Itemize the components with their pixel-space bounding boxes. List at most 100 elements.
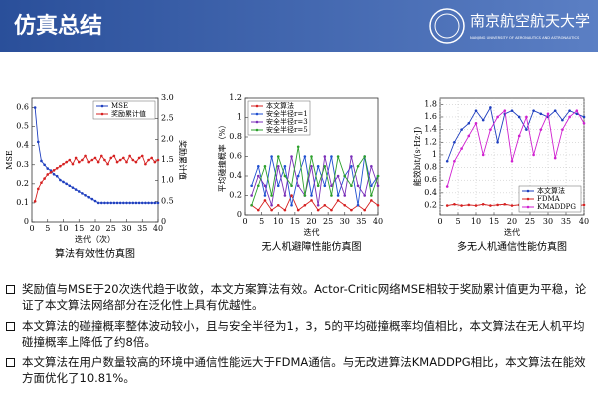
point bbox=[546, 112, 550, 116]
point bbox=[276, 184, 280, 188]
point bbox=[59, 178, 62, 182]
point bbox=[370, 199, 373, 202]
x-tick-label: 5 bbox=[45, 224, 50, 233]
point bbox=[481, 202, 485, 206]
series-line bbox=[251, 156, 379, 206]
point bbox=[575, 109, 579, 112]
y-tick-label: 0 bbox=[24, 217, 29, 226]
point bbox=[93, 199, 97, 203]
series-line bbox=[251, 156, 379, 206]
series-line bbox=[446, 106, 585, 162]
point bbox=[62, 180, 65, 184]
y-tick-label: 1.2 bbox=[424, 137, 437, 146]
x-tick-label: 15 bbox=[489, 217, 499, 226]
point bbox=[532, 109, 535, 112]
x-axis-label: 迭代 bbox=[504, 227, 520, 237]
x-tick-label: 35 bbox=[137, 224, 147, 233]
point bbox=[582, 115, 586, 119]
point bbox=[71, 162, 75, 166]
point bbox=[316, 203, 320, 207]
point bbox=[52, 173, 56, 176]
point bbox=[330, 208, 333, 212]
point bbox=[257, 174, 260, 178]
y-tick-label: 0.1 bbox=[16, 198, 29, 207]
point bbox=[481, 153, 485, 157]
point bbox=[474, 204, 478, 207]
point bbox=[276, 164, 280, 168]
x-tick-label: 10 bbox=[273, 217, 283, 226]
point bbox=[363, 208, 367, 212]
x-tick-label: 10 bbox=[471, 217, 481, 226]
point bbox=[115, 201, 119, 205]
point bbox=[283, 208, 287, 212]
legend-marker bbox=[255, 120, 259, 124]
point bbox=[376, 203, 380, 207]
point bbox=[539, 112, 543, 116]
point bbox=[525, 128, 528, 131]
legend-label: 本文算法 bbox=[537, 186, 565, 195]
point bbox=[525, 115, 528, 119]
point bbox=[153, 160, 157, 164]
point bbox=[283, 174, 287, 178]
point bbox=[52, 169, 56, 172]
point bbox=[128, 154, 131, 158]
x-tick-label: 35 bbox=[561, 217, 571, 226]
point bbox=[453, 202, 456, 206]
point bbox=[115, 160, 119, 164]
point bbox=[510, 109, 514, 112]
point bbox=[263, 194, 267, 197]
point bbox=[96, 160, 100, 164]
point bbox=[250, 184, 253, 188]
legend-label: MSE bbox=[111, 102, 128, 110]
y-tick-label: 0.2 bbox=[424, 201, 437, 210]
point bbox=[74, 156, 78, 160]
y-tick-label: 1.8 bbox=[424, 99, 437, 108]
y2-tick-label: 0 bbox=[161, 217, 166, 226]
point bbox=[140, 154, 144, 158]
bullet-icon bbox=[6, 322, 15, 331]
y2-tick-label: 2.5 bbox=[161, 114, 174, 123]
y-tick-label: 0 bbox=[237, 210, 242, 219]
point bbox=[134, 201, 138, 205]
point bbox=[103, 201, 106, 205]
point bbox=[481, 118, 485, 122]
point bbox=[150, 201, 153, 205]
point bbox=[510, 204, 514, 207]
y-tick-label: 0.3 bbox=[16, 160, 29, 169]
point bbox=[71, 186, 75, 189]
legend-label: 安全半径r=3 bbox=[266, 117, 308, 126]
x-tick-label: 0 bbox=[242, 217, 247, 226]
point bbox=[263, 184, 267, 188]
y-tick-label: 0.5 bbox=[16, 122, 29, 131]
point bbox=[561, 118, 564, 122]
point bbox=[125, 160, 128, 164]
point bbox=[100, 154, 103, 158]
point bbox=[43, 163, 46, 167]
point bbox=[376, 184, 380, 188]
y-tick-label: 1.2 bbox=[229, 93, 242, 102]
point bbox=[323, 184, 327, 188]
point bbox=[370, 184, 373, 188]
point bbox=[283, 164, 287, 168]
point bbox=[43, 177, 46, 180]
point bbox=[582, 121, 586, 125]
point bbox=[131, 158, 135, 162]
point bbox=[296, 184, 300, 188]
y2-tick-label: 2.0 bbox=[161, 134, 174, 143]
point bbox=[156, 158, 160, 162]
point bbox=[81, 192, 84, 195]
point bbox=[122, 156, 125, 160]
x-tick-label: 30 bbox=[340, 217, 350, 226]
point bbox=[68, 184, 72, 188]
point bbox=[137, 156, 141, 160]
x-axis-label: 迭代（次） bbox=[75, 234, 115, 244]
point bbox=[350, 155, 353, 158]
legend-marker bbox=[255, 104, 259, 108]
chart-caption: 算法有效性仿真图 bbox=[55, 247, 135, 260]
legend-label: FDMA bbox=[537, 195, 561, 203]
point bbox=[356, 184, 360, 188]
point bbox=[81, 158, 84, 162]
point bbox=[489, 204, 492, 207]
chart-caption: 无人机避障性能仿真图 bbox=[262, 240, 362, 253]
x-tick-label: 0 bbox=[437, 217, 442, 226]
